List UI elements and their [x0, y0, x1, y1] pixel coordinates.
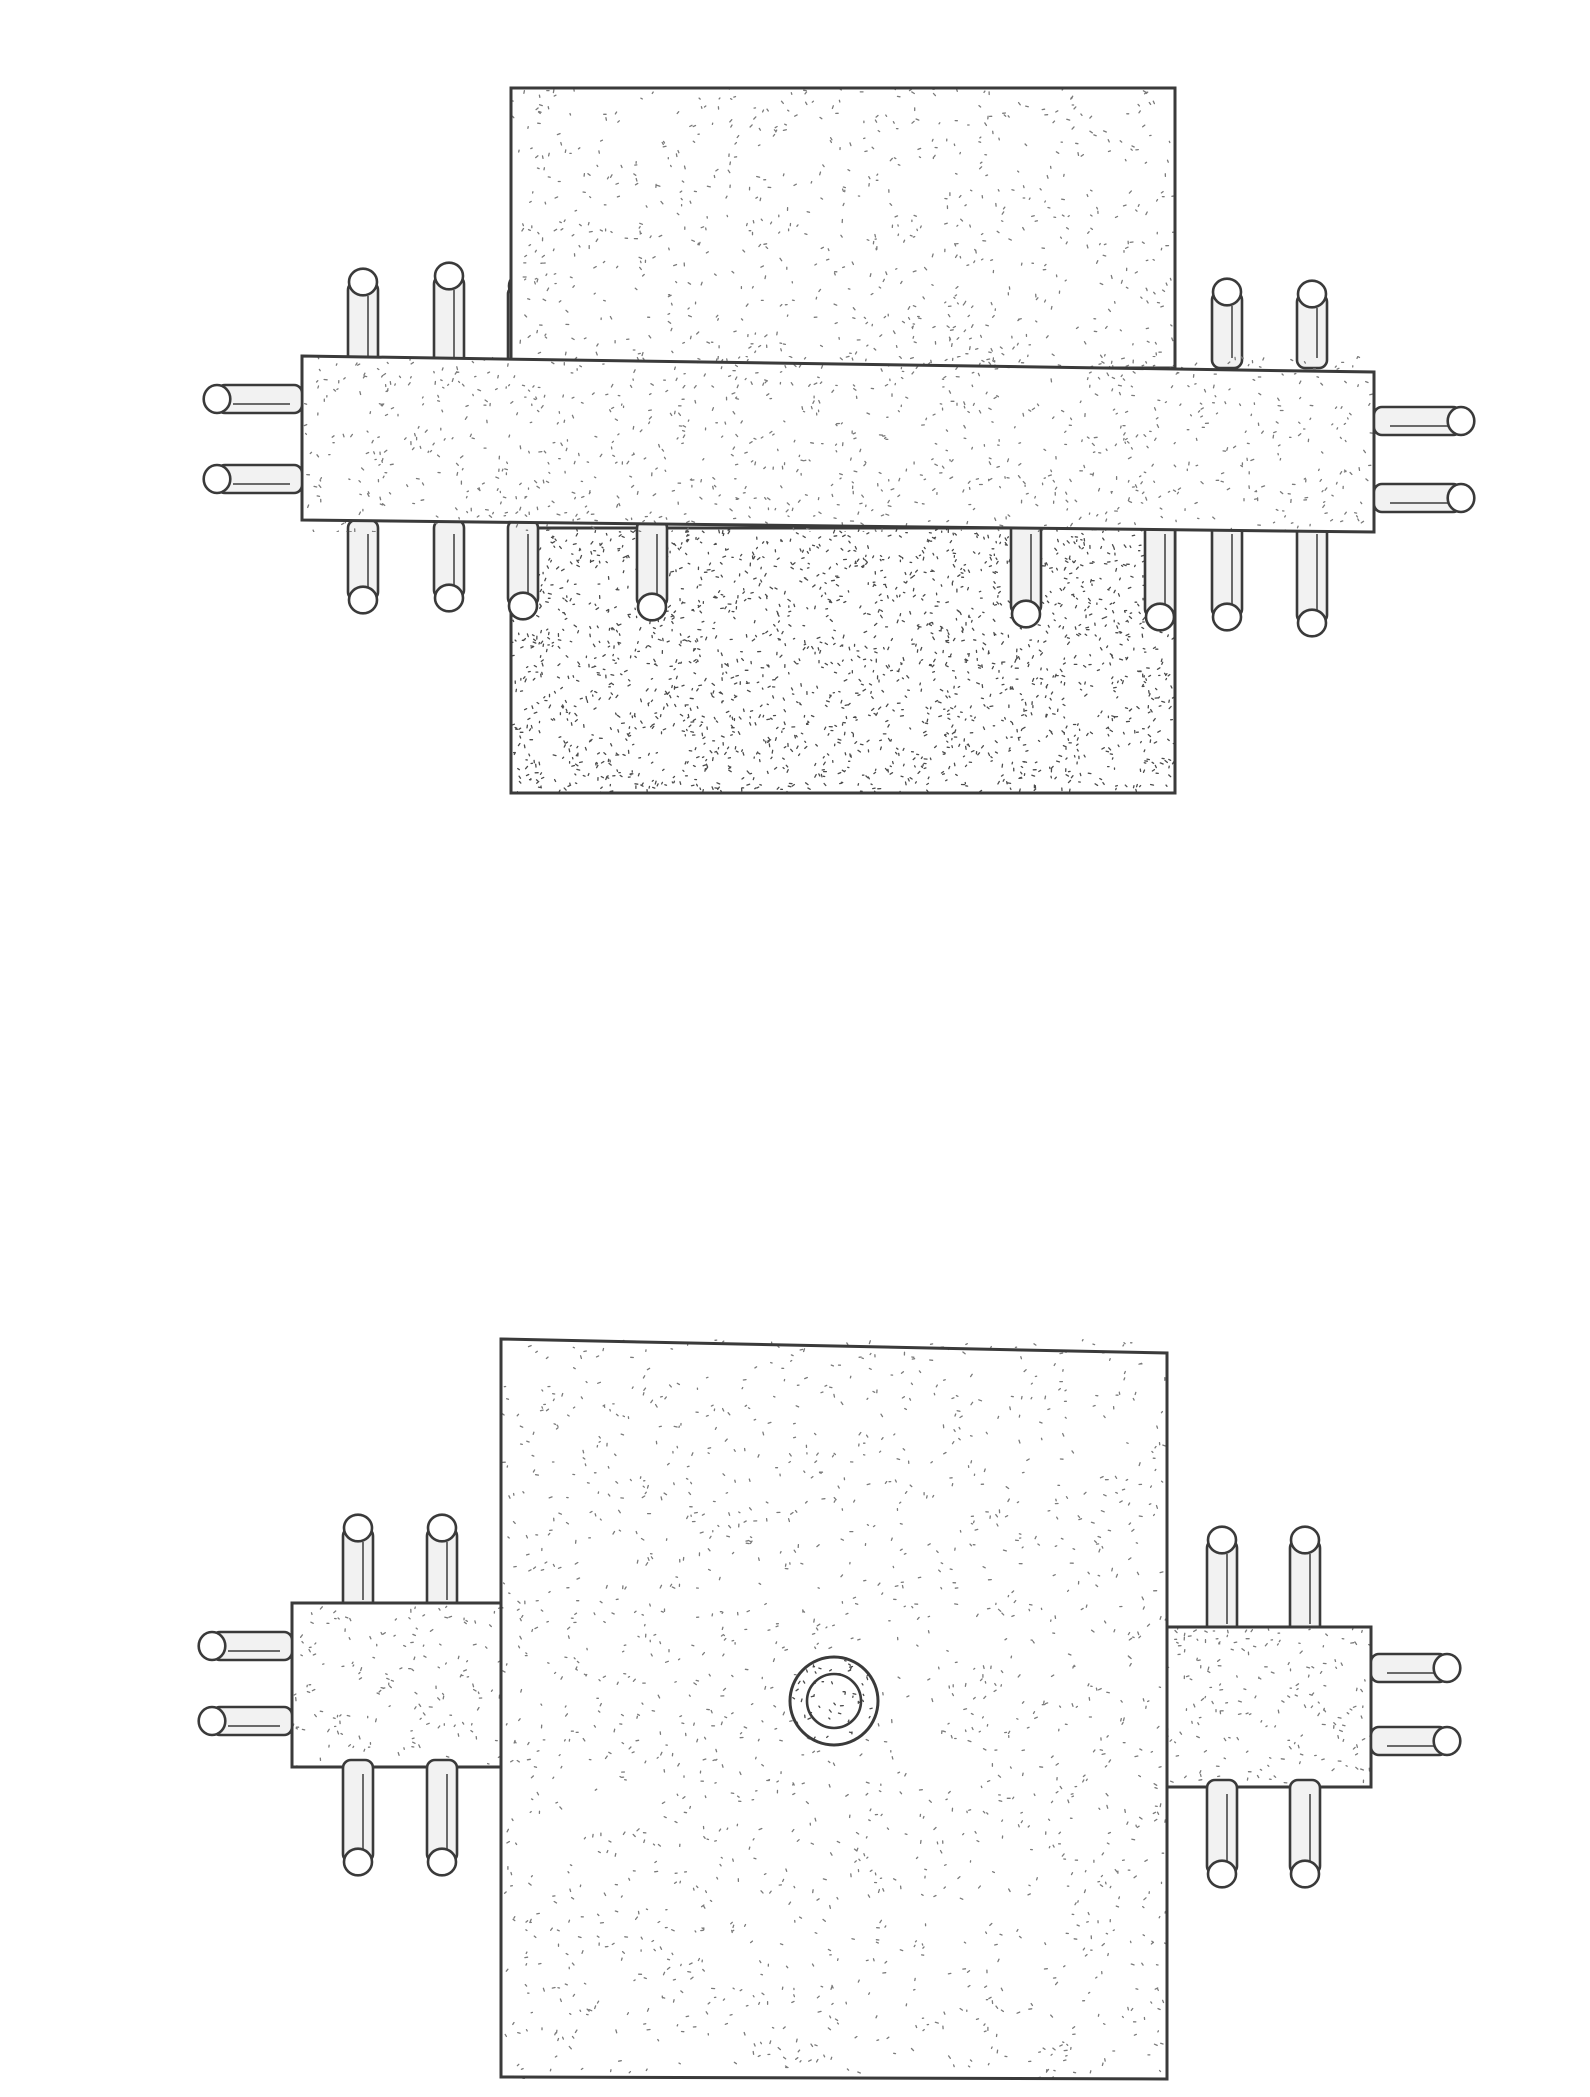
bottom-view-rods-front	[341, 1758, 1322, 1889]
upper-block	[509, 86, 1177, 370]
main-block-outline	[499, 1337, 1169, 2081]
top-rod-upper-1	[346, 267, 380, 370]
top-end-rod-right-1	[1372, 405, 1476, 437]
left-side-block-stipple	[292, 1605, 501, 1767]
bottom-view-rods-back	[341, 1513, 1322, 1636]
lower-block-stipple	[511, 528, 1175, 793]
bottom-view	[197, 1337, 1462, 2081]
left-side-block-face	[292, 1603, 501, 1767]
bottom-end-rod-right-2	[1369, 1725, 1462, 1757]
lower-block-outline	[509, 526, 1177, 795]
right-side-block-stipple	[1167, 1627, 1371, 1787]
top-rod-lower-6	[1143, 518, 1177, 632]
left-side-block	[290, 1601, 503, 1769]
top-rod-lower-5	[1009, 518, 1043, 629]
top-end-rod-left-2	[202, 463, 304, 495]
top-rod-lower-8	[1295, 518, 1329, 638]
center-ring	[788, 1655, 880, 1747]
top-rod-lower-1	[346, 518, 380, 615]
top-view-end-rods	[202, 383, 1476, 514]
center-ring-inner	[805, 1672, 863, 1730]
bottom-end-rod-right-1	[1369, 1652, 1462, 1684]
top-rod-upper-7	[1210, 277, 1244, 370]
upper-block-stipple	[511, 88, 1175, 368]
top-end-rod-right-2	[1372, 482, 1476, 514]
top-rod-lower-3	[506, 518, 540, 621]
crossbar-outline	[300, 354, 1376, 534]
crossbar	[300, 354, 1376, 534]
top-end-rod-left-1	[202, 383, 304, 415]
top-rod-lower-7	[1210, 518, 1244, 632]
bottom-view-end-rods	[197, 1630, 1462, 1757]
bottom-end-rod-left-2	[197, 1705, 294, 1737]
right-side-block	[1165, 1625, 1373, 1789]
top-rod-upper-2	[432, 261, 466, 370]
bottom-left-rod-up-1	[341, 1513, 375, 1612]
top-view	[202, 86, 1476, 795]
bottom-right-rod-up-1	[1205, 1525, 1239, 1636]
lower-block	[509, 526, 1177, 795]
crossbar-stipple	[303, 356, 1374, 532]
bottom-left-rod-down-1	[341, 1758, 375, 1877]
center-ring-outer	[788, 1655, 880, 1747]
right-side-block-face	[1167, 1627, 1371, 1787]
bottom-right-rod-down-1	[1205, 1778, 1239, 1889]
bottom-right-rod-up-2	[1288, 1525, 1322, 1636]
center-ring-face	[790, 1657, 878, 1745]
bottom-end-rod-left-1	[197, 1630, 294, 1662]
top-rod-lower-4	[635, 518, 669, 622]
upper-block-face	[511, 88, 1175, 368]
top-rod-lower-2	[432, 518, 466, 613]
crossbar-face	[302, 356, 1374, 532]
bottom-right-rod-down-2	[1288, 1778, 1322, 1889]
bottom-left-rod-down-2	[425, 1758, 459, 1877]
bottom-left-rod-up-2	[425, 1513, 459, 1612]
top-rod-upper-8	[1295, 279, 1329, 370]
